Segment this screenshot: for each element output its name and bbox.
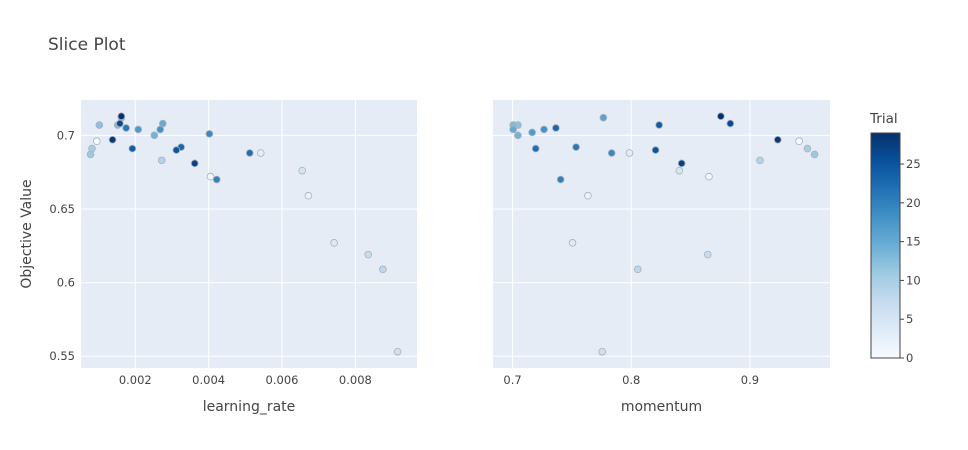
data-point <box>205 130 214 138</box>
colorbar-tick-label: 5 <box>906 312 913 326</box>
data-point <box>134 125 143 134</box>
data-point <box>150 131 159 140</box>
data-point <box>633 265 642 274</box>
data-point <box>655 121 663 129</box>
data-point <box>556 175 565 184</box>
data-point <box>116 119 124 128</box>
colorbar-tick-labels: 0 5 10 15 20 25 <box>900 157 921 365</box>
data-point <box>157 156 166 165</box>
data-point <box>212 175 221 184</box>
data-point <box>156 125 165 134</box>
colorbar-tick-label: 10 <box>906 273 921 287</box>
colorbar-gradient <box>870 132 901 359</box>
data-point <box>677 159 686 168</box>
data-point <box>128 144 137 153</box>
data-point <box>675 166 684 175</box>
x-tick-label: 0.9 <box>741 373 759 387</box>
data-point <box>803 144 812 153</box>
data-point <box>330 239 338 247</box>
data-point <box>599 113 608 122</box>
data-point <box>552 124 560 132</box>
data-point <box>172 146 181 154</box>
data-point <box>703 250 712 259</box>
y-tick-labels: 0.55 0.6 0.65 0.7 <box>49 128 75 363</box>
data-point <box>651 146 660 154</box>
y-tick-label: 0.7 <box>57 128 75 142</box>
x-axis-title-momentum: momentum <box>621 399 702 415</box>
data-point <box>795 137 803 146</box>
x-tick-label: 0.006 <box>266 373 299 387</box>
data-point <box>756 156 764 165</box>
data-point <box>598 348 606 356</box>
data-point <box>568 239 577 247</box>
panel-momentum: 0.7 0.8 0.9 momentum <box>493 100 830 415</box>
data-point <box>705 172 713 181</box>
data-point <box>509 125 517 134</box>
gridlines-learning-rate <box>81 100 417 368</box>
data-point <box>379 265 387 274</box>
y-axis-title: Objective Value <box>19 179 35 288</box>
data-point <box>122 124 130 132</box>
data-point <box>773 135 782 144</box>
data-point <box>364 250 373 259</box>
data-point <box>584 191 592 200</box>
data-point <box>810 150 819 159</box>
x-axis-title-learning-rate: learning_rate <box>203 399 296 415</box>
data-point <box>572 143 580 151</box>
data-point <box>298 166 306 175</box>
data-point <box>607 149 616 157</box>
data-point <box>190 159 199 168</box>
points-learning-rate <box>86 112 402 356</box>
data-point <box>531 144 540 153</box>
data-point <box>393 348 402 356</box>
gridlines-momentum <box>493 100 830 368</box>
data-point <box>717 112 725 120</box>
colorbar: Trial 0 5 10 15 20 25 <box>869 111 921 365</box>
x-tick-label: 0.002 <box>119 373 152 387</box>
y-tick-label: 0.55 <box>49 349 75 363</box>
colorbar-title: Trial <box>869 111 898 127</box>
data-point <box>625 149 634 157</box>
colorbar-tick-label: 15 <box>906 235 921 249</box>
data-point <box>206 172 215 181</box>
data-point <box>514 131 522 140</box>
panel-learning-rate: 0.55 0.6 0.65 0.7 0.002 0.004 0.006 0.008 lear… <box>49 100 417 415</box>
x-tick-labels-momentum: 0.7 0.8 0.9 <box>503 373 759 387</box>
x-tick-label: 0.004 <box>192 373 225 387</box>
plot-area-learning-rate <box>81 100 417 368</box>
data-point <box>304 191 313 200</box>
x-tick-label: 0.8 <box>622 373 640 387</box>
data-point <box>256 149 265 157</box>
x-tick-label: 0.7 <box>503 373 521 387</box>
colorbar-tick-label: 25 <box>906 157 921 171</box>
chart-title: Slice Plot <box>48 35 126 55</box>
data-point <box>95 121 104 129</box>
plot-area-momentum <box>493 100 830 368</box>
x-tick-label: 0.008 <box>339 373 372 387</box>
data-point <box>726 119 735 128</box>
colorbar-tick-label: 20 <box>906 196 921 210</box>
data-point <box>117 112 126 120</box>
x-tick-labels-learning-rate: 0.002 0.004 0.006 0.008 <box>119 373 372 387</box>
data-point <box>528 128 536 137</box>
y-tick-label: 0.6 <box>57 276 75 290</box>
data-point <box>108 135 117 144</box>
points-momentum <box>509 112 819 356</box>
data-point <box>86 150 95 159</box>
y-tick-label: 0.65 <box>49 202 75 216</box>
data-point <box>540 125 548 134</box>
colorbar-tick-label: 0 <box>906 351 913 365</box>
data-point <box>92 137 101 146</box>
data-point <box>245 149 254 157</box>
